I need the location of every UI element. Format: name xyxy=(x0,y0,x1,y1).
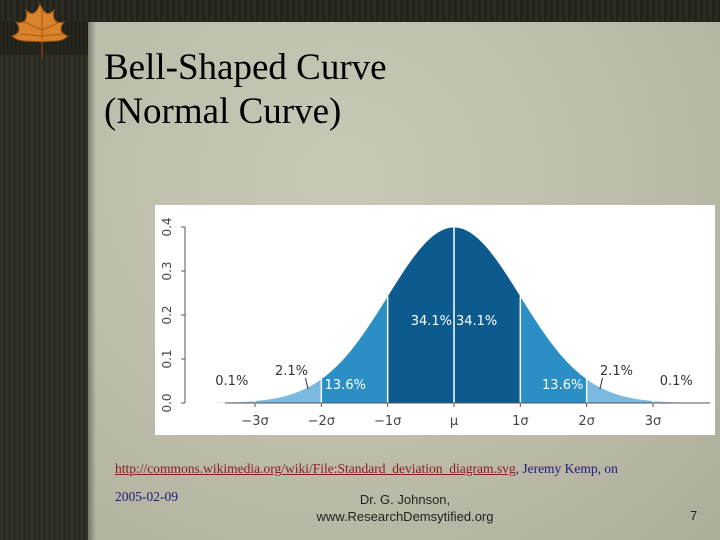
y-tick-label-2: 0.2 xyxy=(160,305,174,324)
leader-line-left xyxy=(304,377,309,390)
region-5 xyxy=(520,296,587,403)
footer-website: www.ResearchDemsytified.org xyxy=(316,509,494,524)
autumn-leaf-icon xyxy=(11,2,69,58)
slide-title: Bell-Shaped Curve (Normal Curve) xyxy=(104,46,704,134)
y-tick-label-1: 0.1 xyxy=(160,349,174,368)
region-2 xyxy=(321,296,388,403)
region-6 xyxy=(586,379,653,403)
x-tick-label-2: −1σ xyxy=(374,414,401,429)
panel-shadow xyxy=(88,22,96,540)
source-date: 2005-02-09 xyxy=(115,489,178,504)
page-number: 7 xyxy=(690,508,698,523)
slide-top-strip xyxy=(0,0,720,22)
x-tick-label-6: 3σ xyxy=(645,414,662,429)
tail-label-right: 0.1% xyxy=(660,374,693,389)
title-line-2: (Normal Curve) xyxy=(104,91,342,132)
source-link[interactable]: http://commons.wikimedia.org/wiki/File:S… xyxy=(115,461,516,476)
x-tick-label-4: 1σ xyxy=(512,414,529,429)
y-tick-label-3: 0.3 xyxy=(160,261,174,280)
region-label-4: 34.1% xyxy=(456,314,497,329)
region-label-2: 13.6% xyxy=(325,378,366,393)
tail-label-left: 0.1% xyxy=(215,374,248,389)
region-label-5: 13.6% xyxy=(542,378,583,393)
slide-left-band xyxy=(0,55,88,540)
footer-author: Dr. G. Johnson, xyxy=(359,492,451,507)
x-tick-label-1: −2σ xyxy=(308,414,335,429)
y-tick-label-0: 0.0 xyxy=(160,393,174,412)
region-label-1: 2.1% xyxy=(275,364,308,379)
leader-line-right xyxy=(599,377,604,390)
region-4 xyxy=(454,227,521,403)
slide-footer: Dr. G. Johnson, www.ResearchDemsytified.… xyxy=(300,491,510,525)
region-1 xyxy=(255,379,322,403)
region-label-3: 34.1% xyxy=(411,314,452,329)
y-tick-label-4: 0.4 xyxy=(160,217,174,236)
title-line-1: Bell-Shaped Curve xyxy=(104,47,387,88)
x-tick-label-3: μ xyxy=(450,414,458,429)
region-3 xyxy=(387,227,454,403)
x-tick-label-0: −3σ xyxy=(241,414,268,429)
x-tick-label-5: 2σ xyxy=(578,414,595,429)
source-author: , Jeremy Kemp, on xyxy=(515,461,618,476)
source-citation: http://commons.wikimedia.org/wiki/File:S… xyxy=(115,461,715,477)
normal-curve-chart: 0.0 0.1 0.2 0.3 0.4 −3σ −2σ −1σ μ 1σ 2σ 3σ 34.1% 34.1… xyxy=(155,205,715,435)
region-label-6: 2.1% xyxy=(600,364,633,379)
